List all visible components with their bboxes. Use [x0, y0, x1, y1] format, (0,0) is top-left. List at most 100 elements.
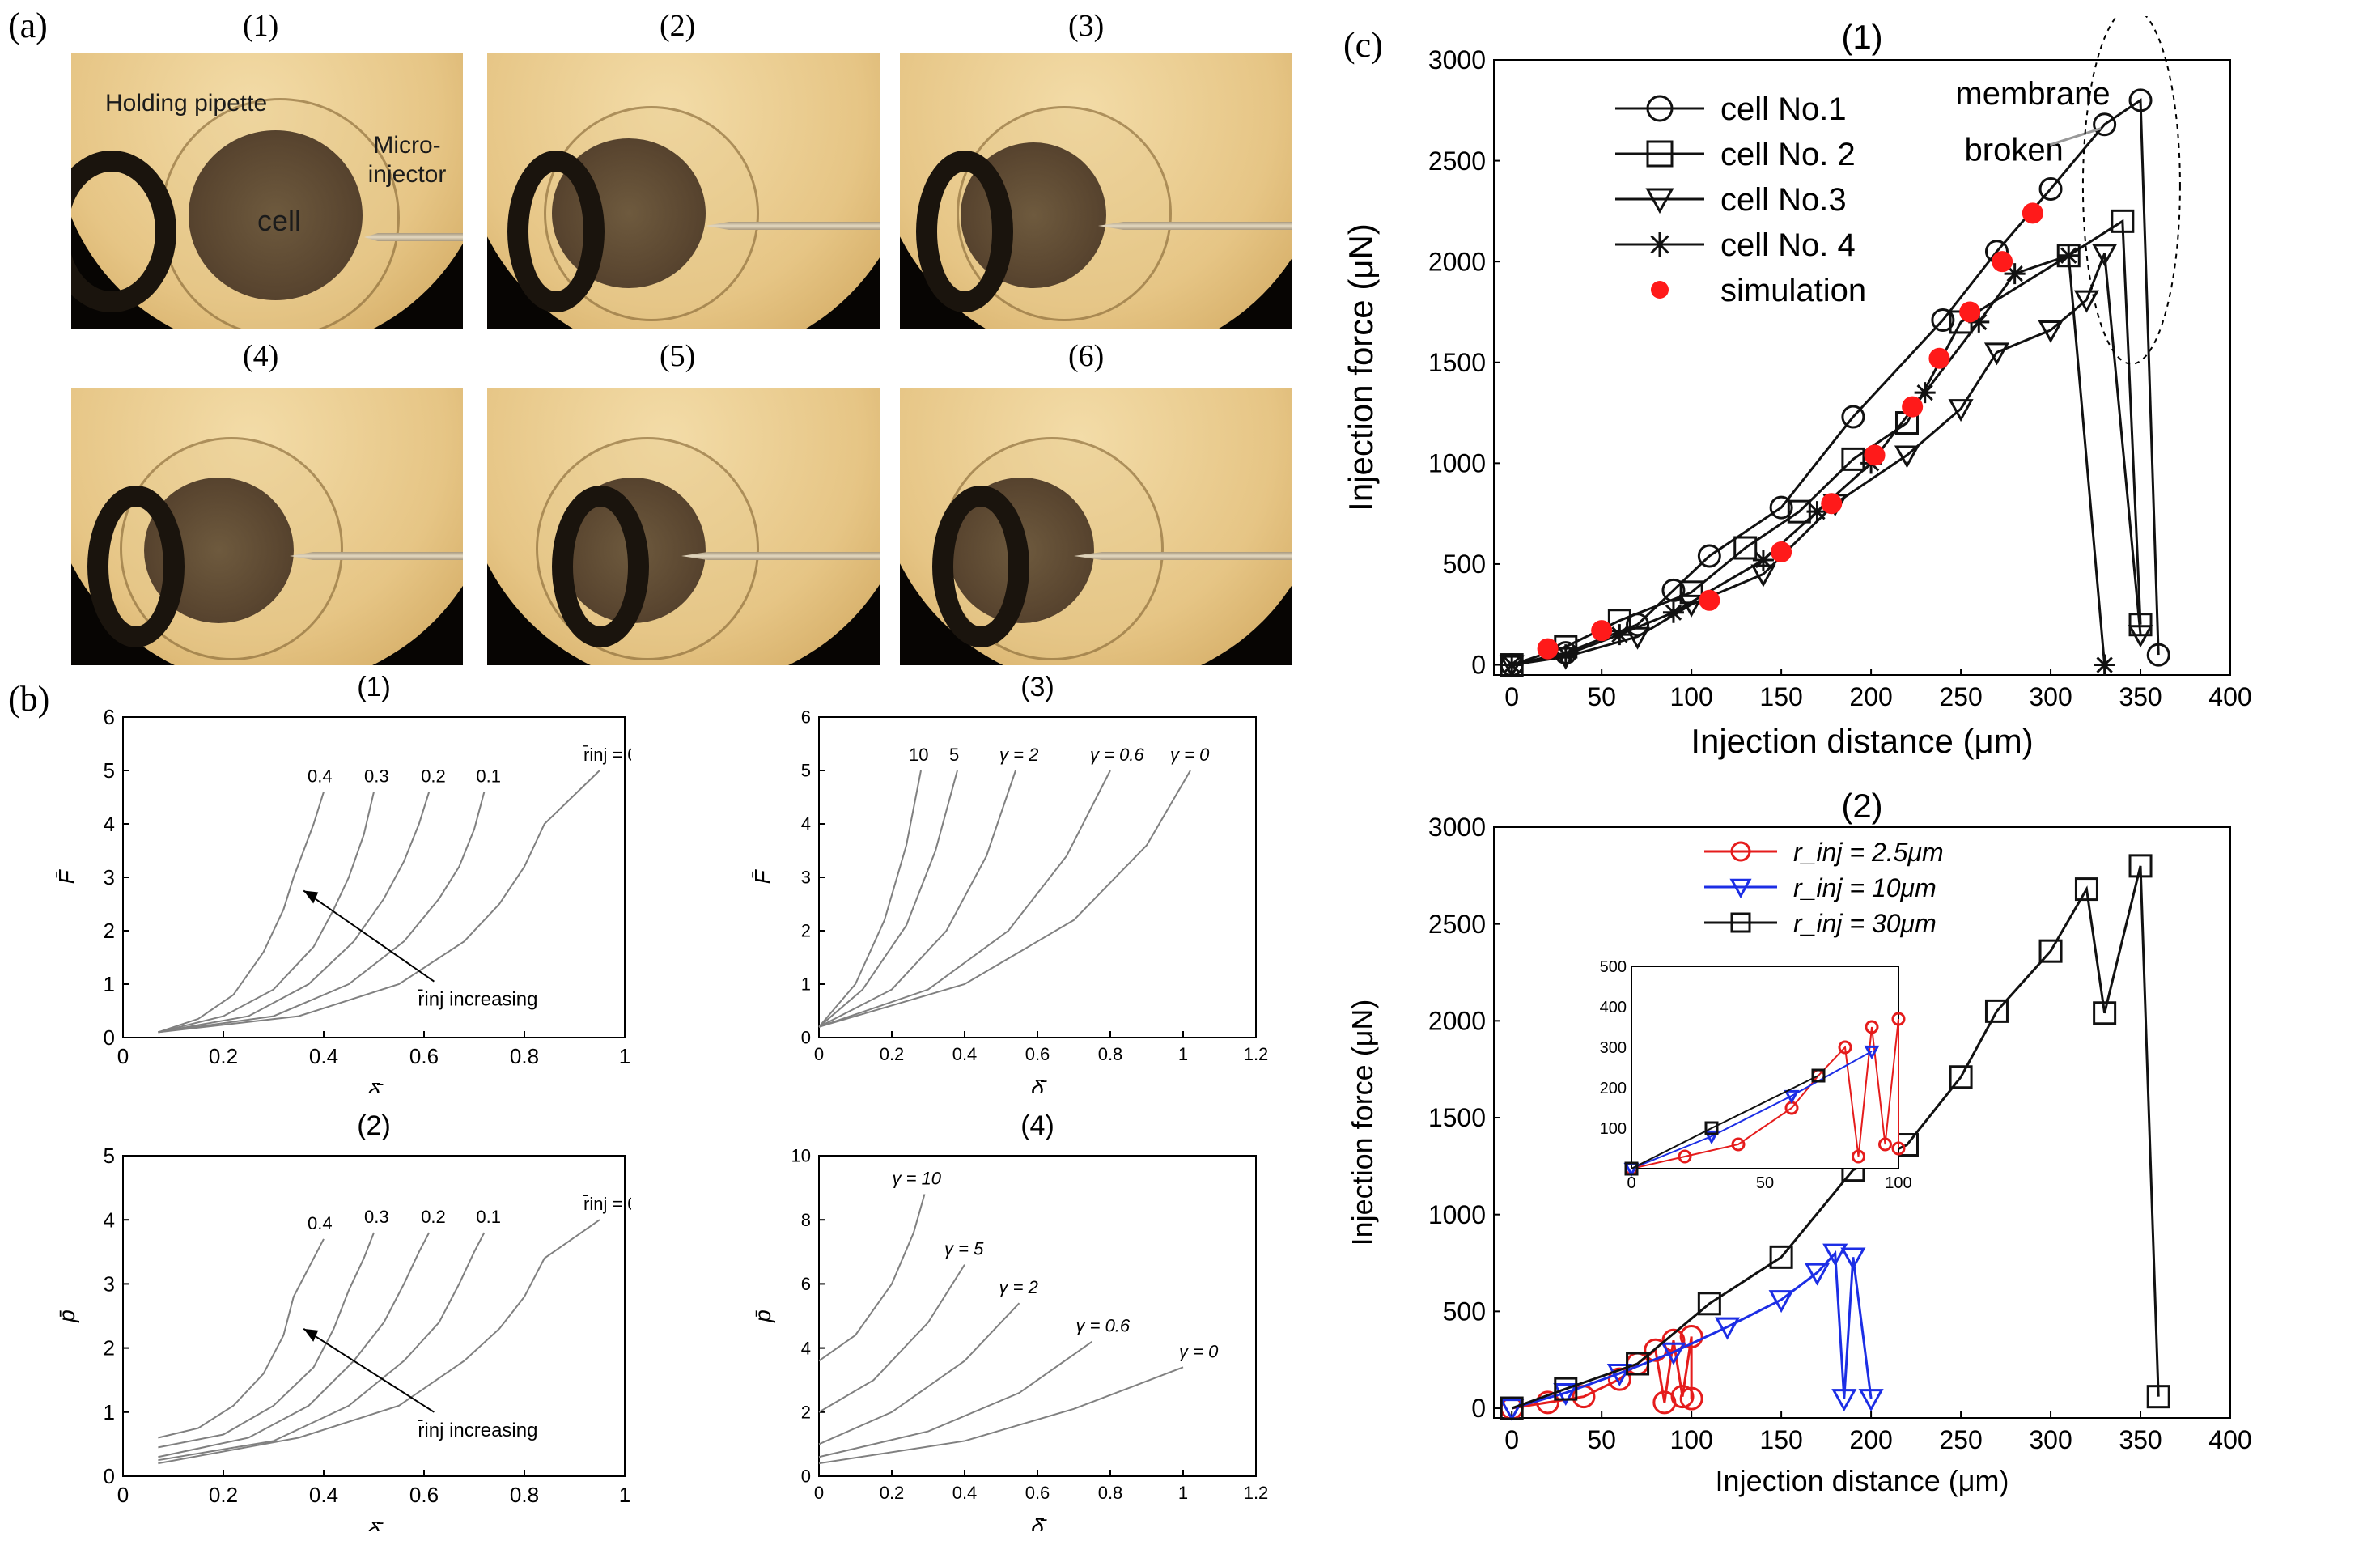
x-tick-label-b2: 0 [117, 1483, 129, 1507]
data-point-c1-4 [1959, 301, 1981, 323]
x-tick-label-c1: 400 [2208, 682, 2251, 711]
data-point-c2-0 [1607, 1367, 1631, 1391]
y-tick-label-b3: 4 [801, 814, 811, 834]
y-tick-label-b2: 4 [104, 1208, 115, 1232]
data-point-c2-1 [1822, 1243, 1848, 1267]
data-point-c1-0 [2038, 176, 2063, 201]
y-tick-label-b2: 0 [104, 1464, 115, 1488]
series-line-b3-3 [818, 770, 1111, 1028]
y-tick-label-b1: 3 [104, 865, 115, 889]
cell-photo-5 [487, 388, 880, 665]
x-tick-label-c2: 400 [2208, 1425, 2251, 1454]
series-line-b3-2 [818, 770, 1016, 1028]
y-tick-label-c1: 1500 [1428, 348, 1486, 377]
curve-label-b1: 0.2 [421, 766, 446, 786]
data-point-c1-0 [2128, 88, 2153, 112]
data-point-c1-4 [1591, 620, 1613, 642]
y-tick-label-b4: 2 [801, 1403, 811, 1423]
data-point-c1-0 [2093, 112, 2117, 137]
data-point-c1-4 [1537, 638, 1559, 660]
photo-label-1: (1) [243, 9, 279, 43]
legend-marker-c1 [1646, 140, 1674, 168]
inset-data-point-0 [1678, 1149, 1692, 1164]
chart-title-c1: (1) [1841, 18, 1882, 56]
y-tick-label-b3: 2 [801, 921, 811, 941]
cell-label: cell [257, 204, 302, 237]
y-tick-label-b3: 5 [801, 761, 811, 781]
data-point-c2-2 [2074, 877, 2098, 902]
y-tick-label-c2: 2000 [1428, 1007, 1486, 1036]
data-point-c1-3 [1555, 644, 1576, 666]
data-point-c1-4 [1992, 251, 2013, 273]
x-tick-label-c1: 0 [1504, 682, 1519, 711]
data-point-c2-1 [1858, 1389, 1884, 1412]
data-point-c1-3 [1968, 311, 1990, 333]
series-line-b3-4 [818, 770, 1191, 1028]
photo-label-3: (3) [1068, 9, 1105, 43]
legend-marker-c1 [1645, 188, 1674, 214]
data-point-c2-0 [1679, 1324, 1703, 1348]
y-tick-label-b4: 0 [801, 1466, 811, 1487]
curve-label-b4: γ = 2 [999, 1277, 1038, 1297]
y-tick-label-b2: 2 [104, 1336, 115, 1360]
y-tick-label-c2: 1000 [1428, 1200, 1486, 1229]
inset-y-tick-label: 400 [1600, 999, 1627, 1017]
x-tick-label-b3: 1.2 [1244, 1044, 1269, 1064]
data-point-c1-1 [2128, 613, 2153, 637]
x-tick-label-c1: 250 [1939, 682, 1982, 711]
inset-x-tick-label: 50 [1756, 1174, 1774, 1192]
legend-marker-c1 [1648, 232, 1672, 257]
y-tick-label-b3: 0 [801, 1028, 811, 1048]
curve-label-b2: 0.4 [308, 1213, 333, 1233]
plot-frame-b3 [818, 716, 1257, 1038]
data-point-c2-2 [1949, 1065, 1973, 1089]
plot-frame-b1 [122, 716, 626, 1038]
series-line-b2-3 [158, 1232, 486, 1462]
plot-frame-b4 [818, 1155, 1257, 1477]
plot-frame-b2 [122, 1155, 626, 1477]
curve-label-b4: γ = 5 [944, 1239, 984, 1259]
legend-label-c1: simulation [1720, 273, 1866, 308]
arrowhead-b2 [303, 1328, 319, 1342]
y-tick-label-c1: 2000 [1428, 247, 1486, 276]
x-axis-label-c2: Injection distance (μm) [1716, 1464, 2009, 1497]
inset-x-tick-label: 0 [1627, 1174, 1635, 1192]
x-tick-label-b4: 1 [1178, 1483, 1188, 1503]
series-line-b1-1 [158, 792, 375, 1034]
series-line-c1-0 [1511, 98, 2160, 667]
series-line-b2-2 [158, 1232, 431, 1458]
y-tick-label-c1: 0 [1471, 651, 1486, 680]
x-axis-label-b2: δ̄ [367, 1517, 384, 1531]
data-point-c1-2 [1983, 342, 2010, 366]
y-axis-label-b4: p̄ [750, 1309, 775, 1323]
data-point-c1-3 [1501, 654, 1523, 676]
series-line-b4-0 [818, 1194, 926, 1362]
inset-data-point-0 [1852, 1149, 1865, 1164]
y-tick-label-b2: 5 [104, 1144, 115, 1168]
inset-data-point-0 [1878, 1137, 1892, 1152]
chart-b1: (1) 0 0.2 0.4 0.6 0.8 1 0 1 2 3 4 5 6 δ̄ F̄ 0.4 0.3 0.2 0.1… [54, 672, 631, 1093]
annotation-b1: r̄inj increasing [417, 989, 537, 1011]
series-line-c2-2 [1511, 865, 2160, 1410]
legend-marker-c1 [1651, 281, 1669, 299]
data-point-c2-2 [1500, 1396, 1524, 1420]
data-point-c2-1 [1499, 1399, 1525, 1422]
series-line-b4-1 [818, 1264, 965, 1413]
broken-region-ellipse [2081, 16, 2181, 365]
curve-label-b1: 0.3 [364, 766, 389, 786]
y-axis-label-b2: p̄ [54, 1309, 79, 1323]
curve-label-b4: γ = 0 [1179, 1341, 1219, 1361]
data-point-c1-4 [1699, 589, 1720, 611]
arrowhead-b1 [303, 890, 319, 904]
data-point-c2-1 [1661, 1342, 1686, 1365]
data-point-c2-2 [1984, 999, 2009, 1023]
panel-label-b: (b) [8, 679, 50, 719]
x-tick-label-b2: 0.2 [209, 1483, 238, 1507]
inset-data-point-0 [1838, 1040, 1852, 1055]
x-tick-label-b4: 0.6 [1025, 1483, 1050, 1503]
x-tick-label-c2: 100 [1669, 1425, 1712, 1454]
series-line-b3-1 [818, 770, 958, 1028]
series-line-b2-1 [158, 1232, 375, 1449]
series-line-b3-0 [818, 770, 922, 1028]
annotation-arrow-c1 [2050, 127, 2102, 146]
